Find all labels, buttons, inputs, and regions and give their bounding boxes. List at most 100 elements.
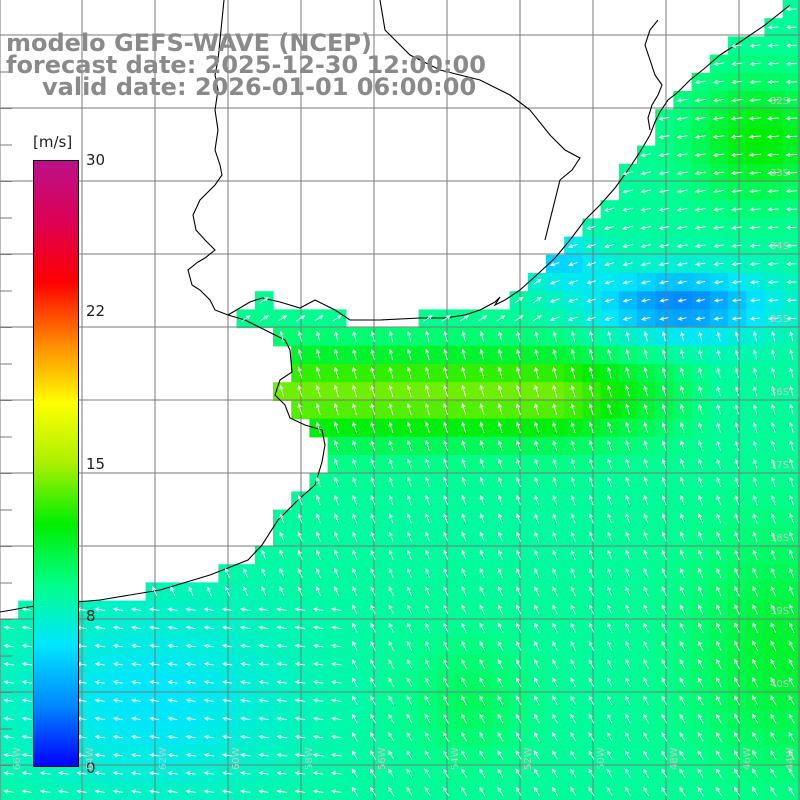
wind-arrow (643, 349, 648, 360)
wind-arrow (770, 713, 777, 724)
wind-arrow (370, 494, 376, 506)
wind-arrow (203, 752, 215, 758)
wind-arrow (241, 315, 251, 322)
wind-arrow (734, 640, 740, 652)
wind-arrow (749, 225, 761, 230)
wind-arrow (643, 549, 649, 560)
wind-arrow (604, 316, 615, 321)
wind-arrow (788, 676, 795, 688)
coastline (0, 0, 791, 613)
wind-arrow (294, 643, 306, 648)
wind-arrow (516, 640, 522, 651)
wind-arrow (643, 640, 649, 651)
wind-arrow (622, 280, 633, 285)
wind-arrow (698, 494, 703, 506)
wind-arrow (167, 734, 178, 740)
wind-arrow (149, 680, 160, 685)
wind-arrow (442, 749, 449, 760)
wind-arrow (532, 278, 542, 286)
wind-arrow (570, 604, 576, 615)
wind-arrow (461, 402, 467, 416)
wind-arrow (712, 207, 725, 212)
wind-arrow (312, 771, 324, 776)
wind-arrow (642, 786, 650, 797)
wind-arrow (21, 698, 33, 703)
wind-arrow (259, 315, 269, 322)
wind-arrow (188, 586, 194, 597)
lon-label: 62W (158, 747, 169, 770)
wind-arrow (497, 439, 503, 452)
wind-arrow (57, 771, 69, 776)
wind-arrow (261, 586, 267, 597)
wind-arrow (332, 315, 342, 322)
wind-arrow (588, 384, 594, 397)
wind-arrow (258, 607, 269, 612)
wind-arrow (552, 513, 558, 524)
wind-arrow (167, 698, 178, 703)
wind-arrow (479, 585, 485, 597)
wind-arrow (515, 768, 522, 779)
wind-arrow (258, 734, 269, 739)
wind-arrow (279, 384, 285, 398)
wind-arrow (497, 513, 503, 524)
wind-arrow (785, 25, 797, 30)
wind-arrow (497, 330, 503, 342)
wind-arrow (643, 531, 649, 542)
coastline-main (0, 0, 326, 613)
wind-arrow (734, 349, 739, 360)
wind-arrow (607, 331, 612, 342)
wind-arrow (352, 713, 358, 724)
wind-arrow (607, 494, 612, 506)
wind-arrow (570, 658, 577, 670)
wind-arrow (185, 734, 196, 740)
wind-arrow (516, 567, 522, 579)
wind-arrow (425, 330, 430, 342)
wind-arrow (643, 622, 649, 633)
wind-cell (691, 782, 711, 800)
wind-arrow (330, 698, 342, 703)
wind-arrow (515, 786, 522, 797)
wind-arrow (567, 316, 579, 321)
wind-arrow (442, 713, 449, 724)
wind-arrow (221, 789, 233, 794)
coastline-plata (227, 4, 791, 321)
wind-arrow (625, 494, 631, 506)
wind-arrow (679, 713, 686, 724)
lat-label: 36S (770, 387, 790, 398)
wind-arrow (497, 476, 503, 488)
wind-arrow (425, 586, 431, 597)
wind-arrow (516, 458, 521, 470)
wind-arrow (770, 440, 776, 451)
wind-arrow (570, 531, 576, 542)
wind-arrow (770, 786, 777, 797)
wind-arrow (479, 458, 485, 470)
wind-arrow (460, 786, 468, 797)
wind-cell (382, 782, 401, 800)
wind-arrow (640, 243, 652, 249)
wind-arrow (312, 607, 324, 612)
wind-arrow (515, 658, 522, 670)
wind-arrow (203, 625, 215, 630)
colorbar-tick-8: 8 (86, 607, 96, 625)
wind-arrow (297, 549, 303, 560)
wind-arrow (425, 622, 431, 633)
wind-arrow (497, 713, 504, 724)
wind-arrow (497, 402, 503, 416)
lon-label: 46W (742, 747, 753, 770)
wind-arrow (130, 752, 142, 758)
wind-arrow (676, 207, 688, 212)
wind-cell (782, 728, 800, 747)
wind-arrow (679, 786, 686, 797)
wind-arrow (716, 567, 722, 579)
wind-arrow (39, 789, 51, 794)
wind-arrow (221, 771, 233, 776)
wind-arrow (715, 750, 722, 760)
wind-arrow (607, 567, 613, 579)
wind-arrow (461, 549, 467, 560)
wind-cell (527, 782, 547, 800)
wind-arrow (622, 243, 633, 249)
wind-arrow (734, 440, 740, 451)
wind-arrow (570, 513, 576, 524)
wind-cell (746, 782, 765, 800)
wind-arrow (443, 366, 448, 379)
